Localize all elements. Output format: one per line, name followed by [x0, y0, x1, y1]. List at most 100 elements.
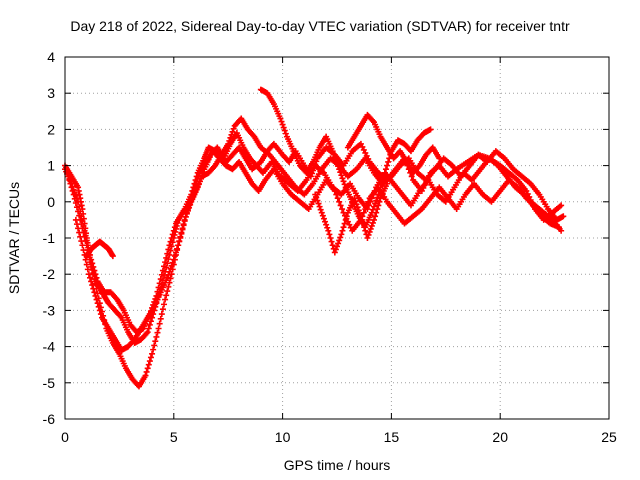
- data-point-marker: [161, 301, 168, 308]
- data-point-marker: [156, 320, 163, 327]
- data-point-marker: [326, 231, 333, 238]
- data-point-marker: [362, 227, 369, 234]
- series-track-4: [72, 148, 565, 354]
- data-point-marker: [281, 127, 288, 134]
- data-point-marker: [162, 259, 169, 266]
- y-tick-label: -1: [43, 230, 56, 246]
- data-point-marker: [342, 216, 349, 223]
- x-tick-label: 10: [275, 429, 291, 445]
- data-point-marker: [372, 213, 379, 220]
- data-point-marker: [80, 247, 87, 254]
- data-point-marker: [427, 126, 434, 133]
- data-point-marker: [184, 206, 191, 213]
- data-point-marker: [169, 231, 176, 238]
- chart-title: Day 218 of 2022, Sidereal Day-to-day VTE…: [70, 18, 570, 34]
- data-point-marker: [319, 212, 326, 219]
- data-point-marker: [362, 149, 369, 156]
- data-point-marker: [376, 198, 383, 205]
- data-point-marker: [181, 218, 188, 225]
- data-point-marker: [164, 288, 171, 295]
- data-point-marker: [97, 311, 104, 318]
- y-tick-label: -3: [43, 302, 56, 318]
- data-point-marker: [362, 206, 369, 213]
- data-point-marker: [89, 282, 96, 289]
- data-point-marker: [69, 183, 76, 190]
- data-point-marker: [315, 200, 322, 207]
- data-point-marker: [337, 202, 344, 209]
- data-point-marker: [336, 198, 343, 205]
- data-point-marker: [78, 238, 85, 245]
- data-point-marker: [351, 195, 358, 202]
- data-point-marker: [90, 285, 97, 292]
- data-point-marker: [180, 222, 187, 229]
- data-point-marker: [359, 216, 366, 223]
- data-point-marker: [163, 254, 170, 261]
- data-point-marker: [73, 221, 80, 228]
- data-point-marker: [188, 195, 195, 202]
- data-point-marker: [328, 238, 335, 245]
- data-point-marker: [375, 191, 382, 198]
- data-point-marker: [170, 227, 177, 234]
- data-point-marker: [96, 307, 103, 314]
- data-point-marker: [343, 213, 350, 220]
- x-tick-label: 20: [492, 429, 508, 445]
- data-point-marker: [77, 208, 84, 215]
- data-point-marker: [87, 274, 94, 281]
- data-point-marker: [324, 224, 331, 231]
- data-point-marker: [346, 221, 353, 228]
- data-point-marker: [82, 232, 89, 239]
- data-point-marker: [81, 227, 88, 234]
- data-point-marker: [333, 191, 340, 198]
- data-point-marker: [335, 240, 342, 247]
- data-point-marker: [369, 219, 376, 226]
- data-point-marker: [189, 191, 196, 198]
- data-point-marker: [143, 368, 150, 375]
- data-point-marker: [329, 148, 336, 155]
- data-point-marker: [316, 203, 323, 210]
- data-point-marker: [78, 213, 85, 220]
- data-point-marker: [385, 158, 392, 165]
- data-point-marker: [560, 213, 567, 220]
- data-point-marker: [88, 278, 95, 285]
- x-tick-label: 15: [384, 429, 400, 445]
- y-tick-label: 2: [47, 121, 55, 137]
- data-point-marker: [384, 162, 391, 169]
- data-point-marker: [360, 220, 367, 227]
- data-point-marker: [363, 202, 370, 209]
- data-point-marker: [334, 160, 340, 167]
- data-point-marker: [187, 198, 194, 205]
- data-point-marker: [374, 206, 381, 213]
- data-point-marker: [145, 361, 152, 368]
- data-point-marker: [157, 315, 164, 322]
- y-tick-label: -4: [43, 339, 56, 355]
- data-point-marker: [168, 235, 175, 241]
- data-point-marker: [354, 204, 361, 211]
- data-point-marker: [368, 222, 375, 229]
- data-point-marker: [341, 220, 348, 227]
- data-point-marker: [384, 180, 391, 187]
- data-point-marker: [341, 181, 348, 188]
- data-point-marker: [408, 173, 415, 180]
- data-point-marker: [320, 215, 327, 222]
- data-point-marker: [82, 256, 89, 263]
- data-point-marker: [436, 155, 443, 162]
- y-tick-label: 0: [47, 194, 55, 210]
- data-point-marker: [359, 143, 366, 150]
- data-point-marker: [85, 271, 92, 278]
- data-point-marker: [147, 354, 154, 361]
- data-point-marker: [323, 221, 330, 228]
- data-point-marker: [151, 342, 158, 349]
- data-point-marker: [174, 245, 181, 252]
- x-tick-label: 5: [170, 429, 178, 445]
- data-point-marker: [194, 175, 201, 182]
- data-point-marker: [183, 209, 190, 216]
- data-point-marker: [364, 235, 371, 241]
- data-point-marker: [366, 228, 373, 235]
- data-point-marker: [159, 267, 166, 274]
- data-point-marker: [377, 184, 384, 191]
- data-point-marker: [149, 350, 156, 357]
- data-point-marker: [90, 263, 97, 270]
- data-point-marker: [75, 198, 82, 205]
- data-point-marker: [92, 271, 99, 278]
